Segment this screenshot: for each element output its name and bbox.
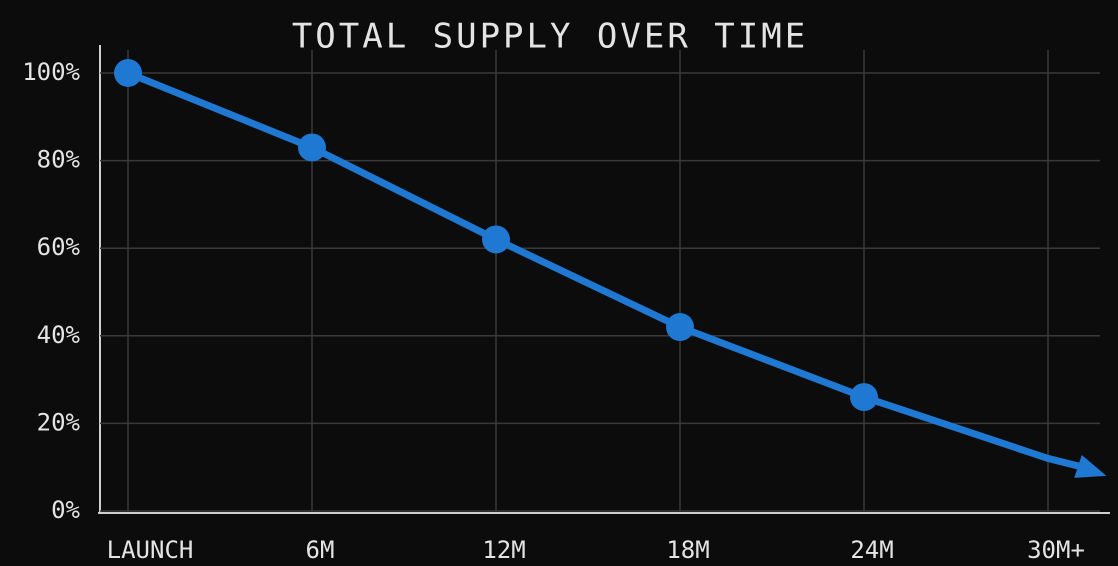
point-marker bbox=[666, 313, 694, 342]
y-tick-label: 40% bbox=[37, 321, 81, 349]
point-marker bbox=[850, 383, 878, 412]
y-tick-label: 100% bbox=[22, 58, 80, 86]
y-tick-label: 0% bbox=[51, 496, 80, 524]
chart-title: TOTAL SUPPLY OVER TIME bbox=[292, 17, 808, 57]
series-line bbox=[124, 69, 1052, 462]
x-tick-label: 6M bbox=[306, 536, 335, 564]
x-tick-label: 18M bbox=[666, 536, 709, 564]
point-marker bbox=[298, 133, 326, 162]
y-tick-label: 20% bbox=[37, 408, 81, 436]
point-marker bbox=[114, 59, 142, 87]
x-tick-label: 24M bbox=[850, 536, 893, 564]
x-tick-label: 12M bbox=[482, 536, 525, 564]
arrow-head bbox=[1074, 455, 1107, 478]
y-tick-label: 60% bbox=[37, 233, 81, 261]
x-tick-label: 30M+ bbox=[1027, 536, 1085, 564]
arrow-shaft bbox=[1044, 454, 1084, 470]
y-tick-label: 80% bbox=[37, 146, 81, 174]
x-tick-label: LAUNCH bbox=[107, 536, 194, 564]
point-marker bbox=[482, 225, 510, 254]
